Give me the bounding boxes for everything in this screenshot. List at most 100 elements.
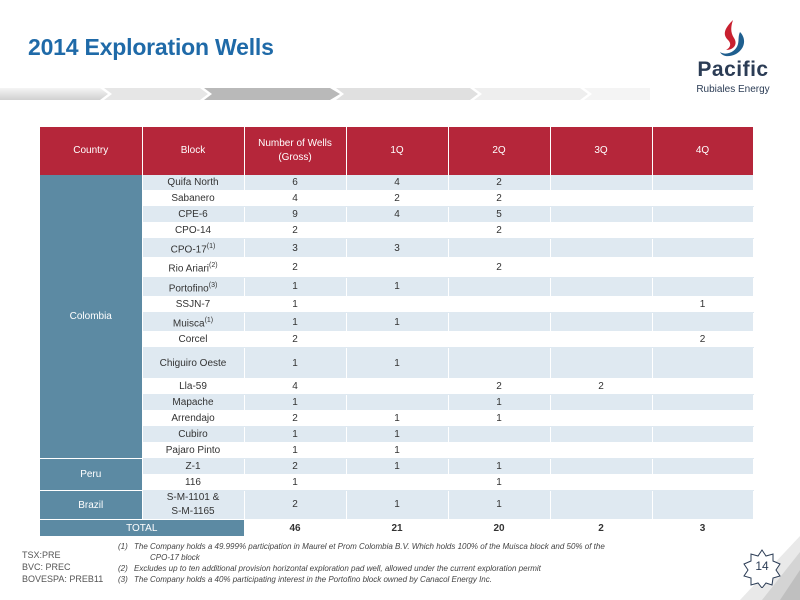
ticker-bvc: BVC: PREC xyxy=(22,562,71,572)
footnote-text-line1: The Company holds a 49.999% participatio… xyxy=(134,542,605,551)
q2-cell xyxy=(448,238,551,259)
q1-cell: 1 xyxy=(346,312,449,333)
table-row: Lla-59 4 2 2 xyxy=(40,378,754,396)
wells-cell: 1 xyxy=(244,312,347,333)
q1-cell xyxy=(346,222,449,239)
table-row: 116 1 1 xyxy=(40,474,754,492)
q4-cell xyxy=(652,490,754,521)
company-logo: Pacific Rubiales Energy xyxy=(678,18,788,98)
q2-cell: 5 xyxy=(448,206,551,223)
table-row: Cubiro 1 1 xyxy=(40,426,754,444)
ticker-bovespa: BOVESPA: PREB11 xyxy=(22,574,104,584)
block-name-line2: S-M-1165 xyxy=(171,506,215,518)
q1-cell: 2 xyxy=(346,190,449,207)
block-name: CPO-17 xyxy=(170,244,207,256)
table-row: Chiguiro Oeste 1 1 xyxy=(40,347,754,380)
footnote-1: (1) The Company holds a 49.999% particip… xyxy=(118,541,708,563)
q1-cell xyxy=(346,296,449,313)
logo-wordmark: Pacific xyxy=(697,58,769,81)
wells-cell: 1 xyxy=(244,426,347,444)
block-name: Muisca xyxy=(172,318,205,330)
decorative-arrow-band xyxy=(0,88,650,100)
table-row: Arrendajo 2 1 1 xyxy=(40,410,754,428)
footnote-2: (2) Excludes up to ten additional provis… xyxy=(118,563,708,574)
q4-cell xyxy=(652,190,754,207)
q2-cell xyxy=(448,331,551,349)
exploration-wells-table: Country Block Number of Wells (Gross) 1Q … xyxy=(40,127,754,538)
country-brazil: Brazil xyxy=(40,490,143,521)
q3-cell: 2 xyxy=(550,378,653,396)
q2-cell xyxy=(448,347,551,380)
q1-cell: 1 xyxy=(346,410,449,428)
block-name: Rio Ariari xyxy=(168,263,209,275)
q2-cell xyxy=(448,442,551,460)
q1-cell: 1 xyxy=(346,277,449,297)
footnote-ref: (1) xyxy=(206,243,216,250)
q2-cell: 2 xyxy=(448,175,551,191)
q3-cell xyxy=(550,426,653,444)
total-wells: 46 xyxy=(244,519,347,538)
q1-cell: 4 xyxy=(346,206,449,223)
q2-cell: 1 xyxy=(448,394,551,412)
table-row: CPO-14 2 2 xyxy=(40,222,754,239)
q3-cell xyxy=(550,410,653,428)
footnote-number: (2) xyxy=(118,564,128,573)
q4-cell xyxy=(652,378,754,396)
total-q4: 3 xyxy=(652,519,754,538)
q1-cell: 1 xyxy=(346,347,449,380)
q1-cell: 1 xyxy=(346,442,449,460)
q4-cell xyxy=(652,277,754,297)
wells-cell: 1 xyxy=(244,347,347,380)
wells-cell: 1 xyxy=(244,442,347,460)
q1-cell xyxy=(346,394,449,412)
q1-cell xyxy=(346,331,449,349)
q3-cell xyxy=(550,490,653,521)
q3-cell xyxy=(550,222,653,239)
logo-subtitle: Rubiales Energy xyxy=(696,84,770,95)
block-cell: S-M-1101 & S-M-1165 xyxy=(142,490,245,521)
wells-cell: 2 xyxy=(244,490,347,521)
q1-cell: 1 xyxy=(346,458,449,476)
country-peru: Peru xyxy=(40,458,143,492)
block-cell: Corcel xyxy=(142,331,245,349)
footnote-ref: (1) xyxy=(204,316,214,324)
q4-cell xyxy=(652,410,754,428)
block-cell: Lla-59 xyxy=(142,378,245,396)
wells-cell: 2 xyxy=(244,222,347,239)
header-number-of-wells: Number of Wells (Gross) xyxy=(244,127,347,175)
block-cell: Pajaro Pinto xyxy=(142,442,245,460)
block-cell: Z-1 xyxy=(142,458,245,476)
footnote-number: (1) xyxy=(118,542,128,551)
q1-cell: 1 xyxy=(346,426,449,444)
table-row: Mapache 1 1 xyxy=(40,394,754,412)
q1-cell xyxy=(346,474,449,492)
q4-cell: 2 xyxy=(652,331,754,349)
q1-cell xyxy=(346,257,449,278)
footnotes: (1) The Company holds a 49.999% particip… xyxy=(118,541,708,585)
q3-cell xyxy=(550,175,653,191)
header-q2: 2Q xyxy=(448,127,551,175)
wells-cell: 4 xyxy=(244,378,347,396)
header-block: Block xyxy=(142,127,245,175)
block-cell: Cubiro xyxy=(142,426,245,444)
wells-cell: 4 xyxy=(244,190,347,207)
wells-cell: 1 xyxy=(244,474,347,492)
stock-tickers: TSX:PRE BVC: PREC BOVESPA: PREB11 xyxy=(22,549,103,585)
q1-cell: 1 xyxy=(346,490,449,521)
block-name: Portofino xyxy=(168,282,209,294)
q3-cell xyxy=(550,277,653,297)
header-q4: 4Q xyxy=(652,127,754,175)
table-row: Corcel 2 2 xyxy=(40,331,754,349)
footnote-3: (3) The Company holds a 40% participatin… xyxy=(118,574,708,585)
q3-cell xyxy=(550,296,653,313)
q4-cell xyxy=(652,442,754,460)
q3-cell xyxy=(550,257,653,278)
q3-cell xyxy=(550,474,653,492)
block-cell: 116 xyxy=(142,474,245,492)
footnote-text: The Company holds a 40% participating in… xyxy=(134,575,492,584)
wells-cell: 3 xyxy=(244,238,347,259)
q4-cell xyxy=(652,206,754,223)
q3-cell xyxy=(550,442,653,460)
block-cell: Quifa North xyxy=(142,175,245,191)
wells-cell: 1 xyxy=(244,277,347,297)
